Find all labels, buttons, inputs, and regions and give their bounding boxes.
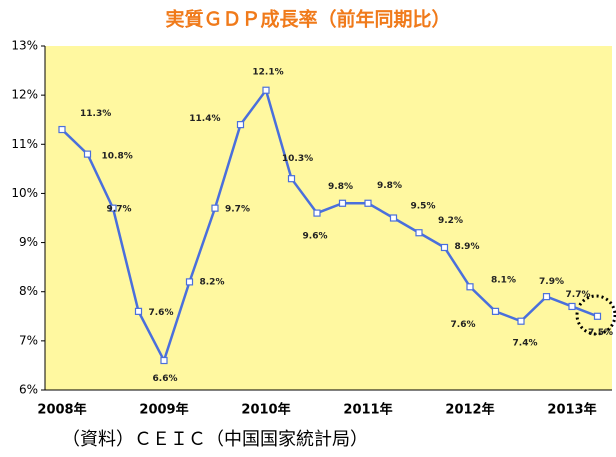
data-label: 7.6% [451, 320, 476, 330]
data-label: 7.6% [149, 308, 174, 318]
data-label: 9.5% [411, 202, 436, 212]
point-marker [160, 356, 168, 365]
data-label: 10.8% [102, 152, 133, 162]
point-marker [466, 283, 474, 291]
point-marker [364, 199, 372, 207]
data-label: 9.6% [303, 232, 328, 242]
data-label: 11.4% [189, 114, 220, 124]
point-marker [440, 243, 449, 252]
data-label: 10.3% [282, 154, 313, 164]
data-label: 9.8% [328, 182, 353, 192]
data-label: 8.9% [455, 242, 480, 252]
point-marker [593, 312, 602, 320]
data-label: 9.2% [438, 216, 463, 226]
point-marker [491, 307, 500, 315]
source-note: （資料）ＣＥＩＣ（中国国家統計局） [62, 429, 368, 450]
point-marker [236, 121, 245, 129]
y-tick-label: 7% [19, 333, 38, 347]
y-tick-label: 8% [19, 284, 38, 298]
y-tick-label: 10% [11, 186, 38, 200]
point-marker [211, 204, 219, 212]
x-tick-label: 2013年 [547, 402, 596, 418]
data-label: 8.1% [491, 275, 516, 285]
y-tick-label: 9% [19, 235, 38, 249]
x-tick-label: 2010年 [241, 402, 290, 418]
data-label: 6.6% [153, 374, 178, 384]
point-marker [542, 293, 551, 301]
y-tick-label: 13% [11, 39, 38, 53]
data-label: 9.8% [377, 181, 402, 191]
point-marker [287, 175, 296, 183]
point-marker [517, 317, 525, 325]
data-label: 7.9% [539, 277, 564, 287]
x-tick-label: 2008年 [37, 402, 86, 418]
plot-area [45, 46, 612, 390]
point-marker [568, 302, 576, 311]
point-marker [58, 125, 66, 134]
data-label: 7.4% [513, 339, 538, 349]
series-line [61, 87, 598, 364]
data-label: 9.7% [225, 205, 250, 215]
y-tick-label: 11% [11, 137, 38, 151]
x-tick-label: 2012年 [445, 402, 494, 418]
x-tick-label: 2011年 [343, 402, 392, 418]
chart-title: 実質ＧＤＰ成長率（前年同期比） [165, 8, 450, 31]
x-tick-label: 2009年 [139, 402, 188, 418]
point-marker [134, 307, 143, 315]
data-label: 7.7% [566, 290, 591, 300]
highlight-circle [575, 294, 616, 336]
point-marker [185, 278, 194, 286]
data-label: 7.5% [588, 328, 613, 338]
y-tick-label: 6% [19, 383, 38, 397]
point-marker [83, 150, 92, 158]
point-marker [313, 209, 321, 217]
y-tick-label: 12% [11, 88, 38, 102]
data-label: 11.3% [80, 109, 111, 119]
data-label: 8.2% [200, 277, 225, 287]
data-label: 12.1% [252, 68, 283, 78]
data-label: 9.7% [107, 205, 132, 215]
point-marker [338, 199, 347, 207]
point-marker [389, 214, 398, 222]
point-marker [415, 229, 423, 237]
point-marker [109, 204, 117, 212]
point-marker [262, 86, 270, 94]
